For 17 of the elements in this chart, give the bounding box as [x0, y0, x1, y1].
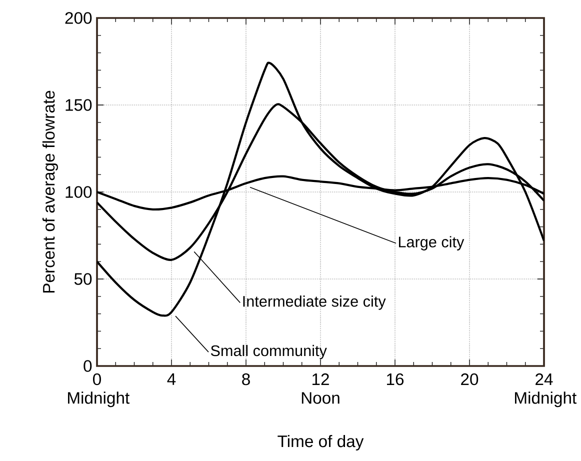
x-tick-label: 0 Midnight [68, 373, 130, 408]
x-tick-label: 20 [461, 373, 478, 386]
y-axis-title: Percent of average flowrate [42, 90, 58, 293]
y-tick-label: 150 [66, 99, 92, 111]
text: Small community [210, 344, 327, 360]
x-tick-label: 8 [242, 373, 250, 386]
x-tick-label: 24 Midnight [515, 373, 577, 408]
y-tick-label: 0 [84, 360, 92, 372]
y-tick-label: 200 [65, 12, 92, 24]
text: Large city [398, 236, 464, 250]
x-tick-label: 16 [387, 373, 404, 386]
y-tick-label: 50 [74, 273, 92, 285]
x-axis-title: Time of day [278, 434, 364, 450]
x-tick-label: 12 Noon [302, 373, 340, 404]
y-tick-label: 100 [66, 186, 92, 198]
text: Intermediate size city [243, 296, 386, 310]
x-tick-label: 4 [167, 373, 176, 385]
